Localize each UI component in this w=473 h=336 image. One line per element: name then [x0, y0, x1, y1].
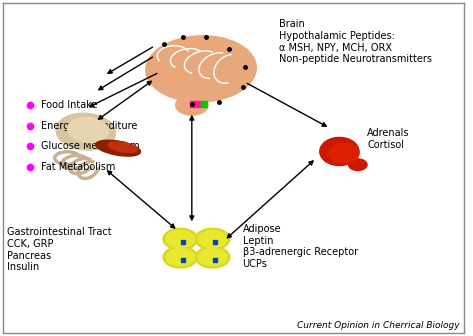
Text: Fat Metabolism: Fat Metabolism: [41, 162, 115, 172]
Ellipse shape: [195, 247, 230, 268]
Text: Glucose Metabolism: Glucose Metabolism: [41, 141, 139, 151]
Bar: [190, 101, 200, 107]
Ellipse shape: [56, 113, 115, 150]
Ellipse shape: [163, 247, 198, 268]
Ellipse shape: [146, 36, 256, 102]
Text: Adrenals
Cortisol: Adrenals Cortisol: [367, 128, 410, 150]
Ellipse shape: [108, 142, 137, 153]
Ellipse shape: [68, 117, 109, 142]
FancyArrowPatch shape: [228, 161, 313, 238]
Ellipse shape: [163, 228, 198, 250]
Bar: [201, 101, 207, 107]
Ellipse shape: [96, 140, 140, 156]
Text: Gastrointestinal Tract
CCK, GRP
Pancreas
Insulin: Gastrointestinal Tract CCK, GRP Pancreas…: [8, 227, 112, 272]
Ellipse shape: [175, 95, 208, 115]
Text: Current Opinion in Cherrical Biology: Current Opinion in Cherrical Biology: [297, 321, 459, 330]
FancyArrowPatch shape: [90, 73, 157, 107]
Ellipse shape: [166, 249, 194, 266]
Ellipse shape: [198, 230, 227, 248]
FancyArrowPatch shape: [107, 171, 175, 228]
Ellipse shape: [329, 143, 359, 163]
Ellipse shape: [195, 228, 230, 250]
FancyArrowPatch shape: [98, 81, 151, 119]
FancyArrowPatch shape: [99, 57, 153, 90]
Text: Adipose
Leptin
β3-adrenergic Receptor
UCPs: Adipose Leptin β3-adrenergic Receptor UC…: [243, 224, 358, 269]
Text: Food Intake: Food Intake: [41, 100, 97, 110]
Ellipse shape: [320, 137, 359, 166]
Text: Brain
Hypothalamic Peptides:
α MSH, NPY, MCH, ORX
Non-peptide Neurotransmitters: Brain Hypothalamic Peptides: α MSH, NPY,…: [280, 19, 432, 64]
Ellipse shape: [198, 249, 227, 266]
FancyArrowPatch shape: [190, 116, 194, 220]
Text: Energy Expenditure: Energy Expenditure: [41, 121, 137, 131]
FancyArrowPatch shape: [247, 83, 326, 126]
Ellipse shape: [166, 230, 194, 248]
Ellipse shape: [349, 159, 367, 170]
FancyArrowPatch shape: [108, 47, 152, 73]
